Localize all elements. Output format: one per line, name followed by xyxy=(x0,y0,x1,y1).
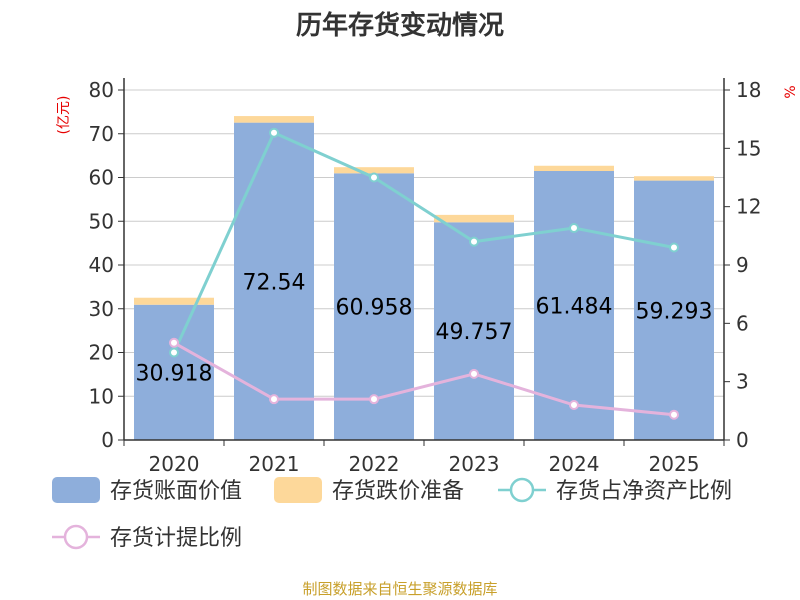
bar-value-label-2025: 59.293 xyxy=(636,299,713,324)
x-tick-label: 2023 xyxy=(449,452,500,476)
bar-book-value-2021 xyxy=(234,122,314,440)
legend-label: 存货占净资产比例 xyxy=(556,479,732,504)
bar-impairment-2021 xyxy=(234,116,314,123)
legend-swatch-marker xyxy=(63,524,89,550)
legend-label: 存货计提比例 xyxy=(110,526,242,551)
legend-item-3: 存货计提比例 xyxy=(52,524,242,551)
legend-swatch xyxy=(274,477,322,503)
y-left-tick-label: 80 xyxy=(89,78,114,102)
series-point-0-2021 xyxy=(269,127,279,138)
bar-book-value-2020 xyxy=(134,304,214,440)
legend-swatch-marker xyxy=(509,477,535,503)
bar-value-label-2023: 49.757 xyxy=(436,320,513,345)
y-right-tick-label: 18 xyxy=(736,78,761,102)
series-lines xyxy=(169,127,679,420)
y-right-tick-label: 6 xyxy=(736,311,749,335)
series-point-1-2022 xyxy=(369,394,379,405)
y-left-unit: (亿元) xyxy=(56,96,72,135)
bar-value-label-2021: 72.54 xyxy=(243,270,306,295)
x-tick-label: 2024 xyxy=(549,452,600,476)
y-left-tick-label: 60 xyxy=(89,166,114,190)
y-left-tick-label: 40 xyxy=(89,253,114,277)
grid-lines xyxy=(124,89,724,441)
bars xyxy=(134,116,714,440)
x-tick-label: 2021 xyxy=(249,452,300,476)
y-right-tick-label: 0 xyxy=(736,428,749,452)
bar-impairment-2023 xyxy=(434,214,514,223)
y-left-tick-label: 10 xyxy=(89,384,114,408)
series-point-0-2022 xyxy=(369,172,379,183)
legend-item-2: 存货占净资产比例 xyxy=(498,477,732,504)
bar-value-label-2024: 61.484 xyxy=(536,295,613,320)
bar-book-value-2023 xyxy=(434,222,514,440)
y-left-tick-label: 20 xyxy=(89,341,114,365)
legend-swatch xyxy=(52,477,100,503)
series-point-0-2023 xyxy=(469,236,479,247)
bar-impairment-2024 xyxy=(534,165,614,172)
series-line-1 xyxy=(173,341,675,417)
y-right-tick-label: 3 xyxy=(736,370,749,394)
series-point-1-2025 xyxy=(669,409,679,420)
y-right-tick-label: 9 xyxy=(736,253,749,277)
series-point-0-2020 xyxy=(169,347,179,358)
bar-impairment-2020 xyxy=(134,297,214,305)
series-point-1-2021 xyxy=(269,394,279,405)
x-tick-label: 2022 xyxy=(349,452,400,476)
bar-value-label-2022: 60.958 xyxy=(336,296,413,321)
legend-label: 存货跌价准备 xyxy=(332,479,464,504)
y-right-tick-label: 12 xyxy=(736,195,761,219)
legend-label: 存货账面价值 xyxy=(110,479,242,504)
bar-value-label-2020: 30.918 xyxy=(136,361,213,386)
y-left-tick-label: 50 xyxy=(89,209,114,233)
axes: 0 10 20 30 40 50 60 70 80 0 3 6 9 12 15 18 2020 2021 2022 2… xyxy=(56,78,799,476)
bar-impairment-2022 xyxy=(334,167,414,174)
series-point-1-2020 xyxy=(169,337,179,348)
y-left-tick-label: 0 xyxy=(101,428,114,452)
chart-title: 历年存货变动情况 xyxy=(296,10,504,41)
series-point-1-2023 xyxy=(469,368,479,379)
y-right-tick-label: 15 xyxy=(736,136,761,160)
x-tick-label: 2020 xyxy=(149,452,200,476)
series-point-0-2024 xyxy=(569,223,579,234)
series-line-0 xyxy=(172,130,675,354)
bar-impairment-2025 xyxy=(634,176,714,181)
x-tick-label: 2025 xyxy=(649,452,700,476)
y-right-unit: % xyxy=(783,85,799,98)
bar-book-value-2025 xyxy=(634,180,714,440)
legend-item-0: 存货账面价值 xyxy=(52,477,242,504)
data-labels: 30.918 72.54 60.958 49.757 61.484 59.293 xyxy=(136,270,713,386)
legend-item-1: 存货跌价准备 xyxy=(274,477,464,504)
source-note: 制图数据来自恒生聚源数据库 xyxy=(302,580,497,598)
y-left-tick-label: 70 xyxy=(89,122,114,146)
series-point-0-2025 xyxy=(669,242,679,253)
y-left-tick-label: 30 xyxy=(89,297,114,321)
series-point-1-2024 xyxy=(569,400,579,410)
